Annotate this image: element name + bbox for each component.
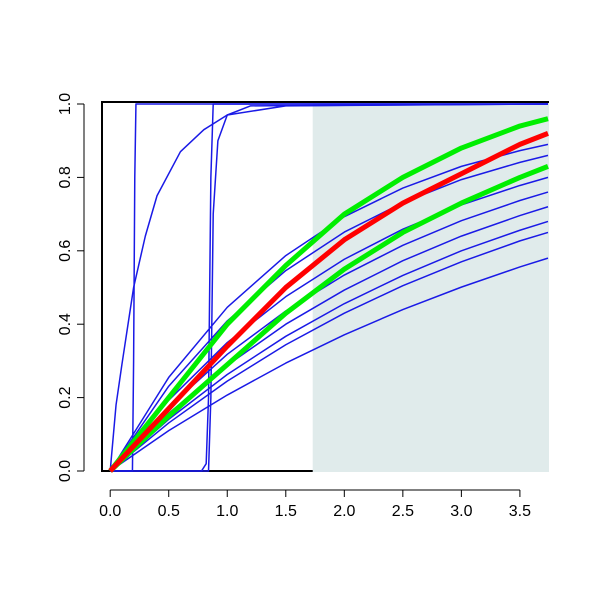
x-tick-label: 1.5 bbox=[275, 503, 297, 520]
x-tick-label: 3.5 bbox=[509, 503, 531, 520]
line bbox=[109, 154, 549, 472]
x-tick-label: 2.0 bbox=[333, 503, 355, 520]
line bbox=[110, 103, 549, 472]
x-tick-label: 2.5 bbox=[392, 503, 414, 520]
y-tick-label: 1.0 bbox=[57, 93, 74, 115]
line bbox=[109, 103, 549, 472]
line bbox=[109, 257, 549, 472]
y-tick-label: 0.6 bbox=[57, 240, 74, 262]
line bbox=[109, 176, 549, 472]
x-tick-label: 0.0 bbox=[99, 503, 121, 520]
line bbox=[109, 231, 549, 472]
x-tick-label: 0.5 bbox=[158, 503, 180, 520]
line bbox=[109, 220, 549, 472]
line bbox=[108, 164, 549, 473]
line bbox=[108, 116, 549, 473]
x-tick-label: 1.0 bbox=[216, 503, 238, 520]
y-tick-label: 0.0 bbox=[57, 460, 74, 482]
line bbox=[108, 131, 549, 473]
y-tick-label: 0.4 bbox=[57, 313, 74, 335]
y-tick-label: 0.8 bbox=[57, 166, 74, 188]
x-tick-label: 3.0 bbox=[450, 503, 472, 520]
y-tick-label: 0.2 bbox=[57, 386, 74, 408]
